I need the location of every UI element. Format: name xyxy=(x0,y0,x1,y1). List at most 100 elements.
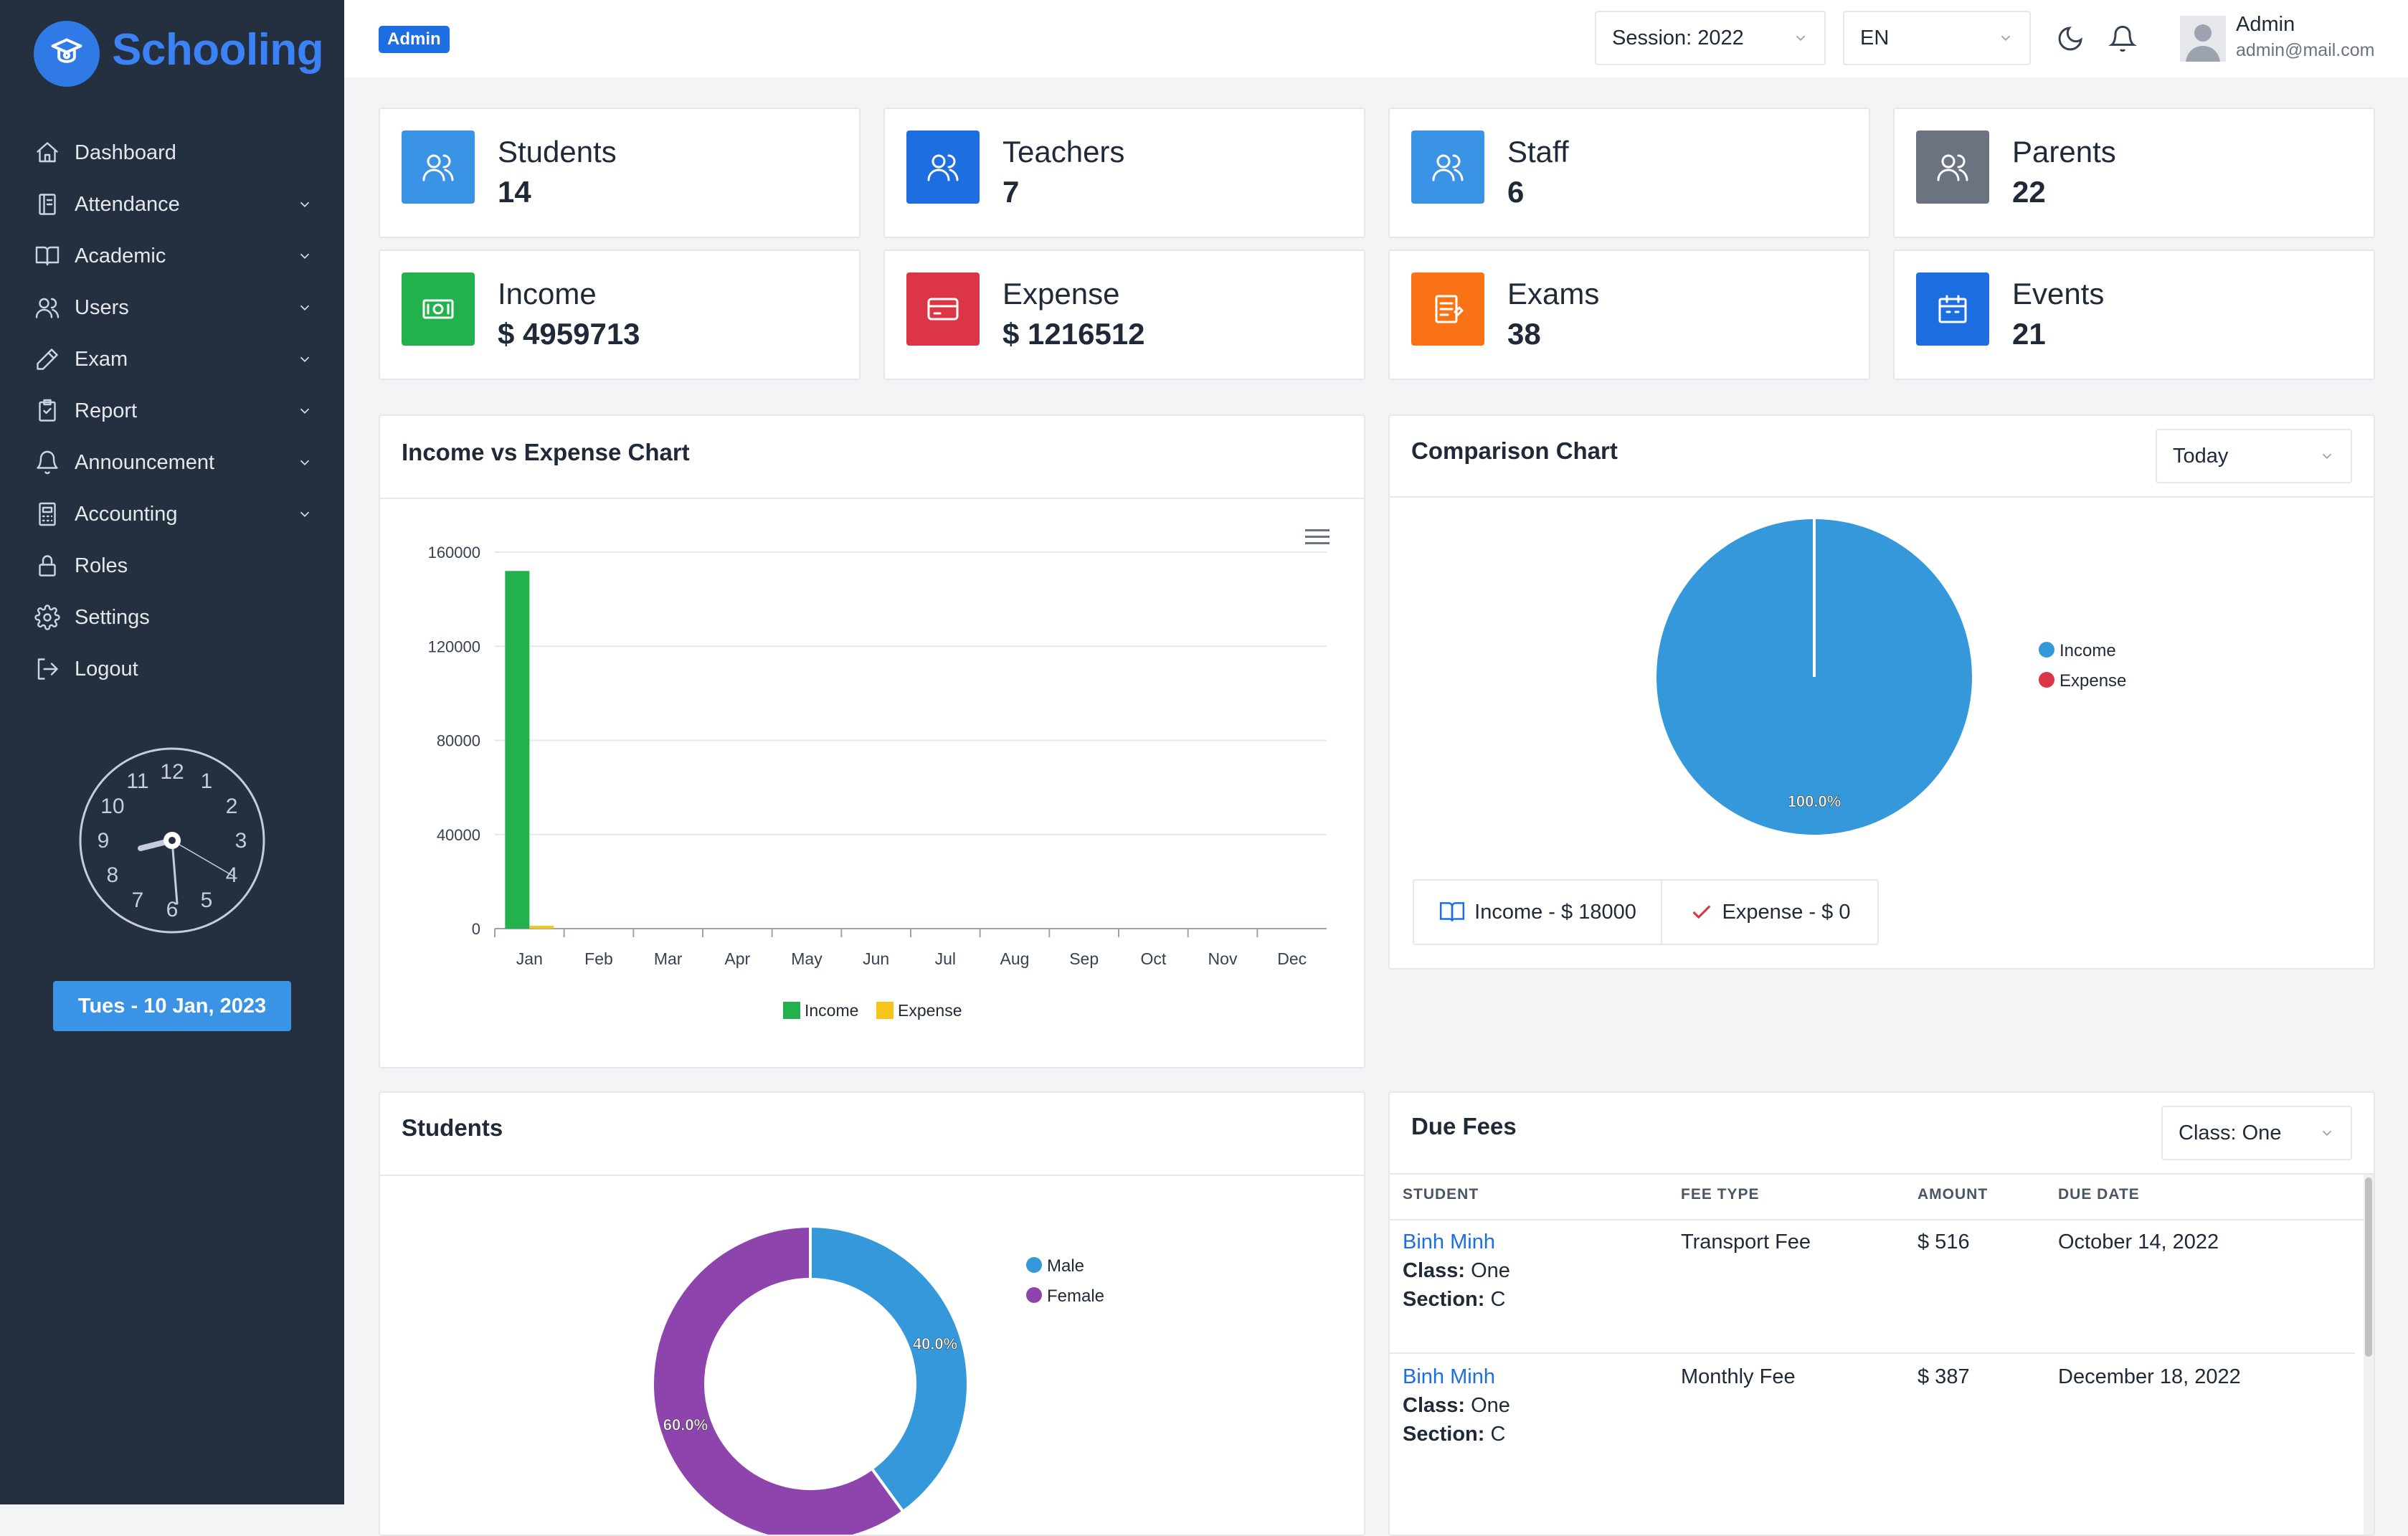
calculator-icon xyxy=(39,502,56,526)
topbar xyxy=(344,0,2408,77)
sidebar-item-users[interactable]: Users xyxy=(33,286,320,329)
avatar[interactable] xyxy=(2180,16,2226,62)
student-class: Class: One xyxy=(1403,1259,1510,1283)
legend-label[interactable]: Male xyxy=(1047,1256,1084,1276)
legend-label[interactable]: Expense xyxy=(2059,671,2126,691)
chevron-down-icon xyxy=(300,305,310,311)
stat-card-income[interactable]: Income $ 4959713 xyxy=(379,250,861,380)
legend-label[interactable]: Female xyxy=(1047,1286,1104,1306)
sidebar-item-label: Dashboard xyxy=(75,141,176,164)
stat-card-students[interactable]: Students 14 xyxy=(379,108,861,238)
bar-income-jan[interactable] xyxy=(505,571,530,929)
chevron-down-icon xyxy=(2322,1130,2332,1137)
x-tick-label: May xyxy=(791,949,823,968)
chevron-down-icon xyxy=(2322,453,2332,460)
user-name[interactable]: Admin xyxy=(2236,13,2295,36)
stat-card-parents[interactable]: Parents 22 xyxy=(1893,108,2375,238)
sidebar-item-dashboard[interactable]: Dashboard xyxy=(33,131,320,174)
chart-menu-icon[interactable] xyxy=(1305,528,1329,546)
sidebar-item-academic[interactable]: Academic xyxy=(33,234,320,278)
x-tick-label: Oct xyxy=(1140,949,1166,968)
income-total-button[interactable]: Income - $ 18000 xyxy=(1414,881,1662,944)
calendar-icon xyxy=(1938,295,1967,323)
sidebar-item-report[interactable]: Report xyxy=(33,389,320,432)
sidebar-item-logout[interactable]: Logout xyxy=(33,648,320,691)
period-select[interactable]: Today xyxy=(2156,429,2352,483)
sidebar-item-settings[interactable]: Settings xyxy=(33,596,320,639)
bell-icon-wrap xyxy=(33,448,62,477)
home-icon-wrap xyxy=(33,138,62,167)
clipboard-icon xyxy=(39,194,56,215)
student-name-link[interactable]: Binh Minh xyxy=(1403,1231,1495,1253)
sidebar-item-announcement[interactable]: Announcement xyxy=(33,441,320,484)
session-select[interactable]: Session: 2022 xyxy=(1595,11,1826,65)
stat-card-teachers[interactable]: Teachers 7 xyxy=(883,108,1365,238)
x-tick-label: Feb xyxy=(584,949,613,968)
language-select[interactable]: EN xyxy=(1843,11,2031,65)
stat-value: 14 xyxy=(498,175,531,209)
chevron-down-icon xyxy=(300,511,310,518)
bar-expense-jan[interactable] xyxy=(529,926,554,929)
stat-label: Parents xyxy=(2012,135,2116,169)
y-tick-label: 120000 xyxy=(428,637,480,655)
scrollbar-thumb[interactable] xyxy=(2365,1177,2372,1357)
y-tick-label: 80000 xyxy=(437,732,480,750)
stat-value: 6 xyxy=(1507,175,1525,209)
gear-icon-wrap xyxy=(33,603,62,632)
pencil-icon xyxy=(37,349,58,370)
logo[interactable] xyxy=(34,21,100,87)
panel-title: Comparison Chart xyxy=(1411,437,1618,464)
report-icon xyxy=(39,399,56,422)
home-icon xyxy=(37,142,58,163)
sidebar-item-label: Accounting xyxy=(75,502,178,526)
bell-icon[interactable] xyxy=(2108,24,2137,53)
column-header: DUE DATE xyxy=(2058,1186,2140,1203)
slice-label: 40.0% xyxy=(913,1334,957,1352)
clock-number: 3 xyxy=(235,829,247,853)
graduation-cap-icon xyxy=(51,38,82,63)
slice-male[interactable] xyxy=(809,1224,970,1514)
gear-icon xyxy=(34,605,60,630)
scrollbar[interactable] xyxy=(2364,1175,2374,1535)
y-tick-label: 160000 xyxy=(428,544,480,561)
book-icon xyxy=(35,246,60,266)
logout-icon-wrap xyxy=(33,655,62,683)
stat-card-expense[interactable]: Expense $ 1216512 xyxy=(883,250,1365,380)
table-row: Binh Minh Class: One Section: C Transport F… xyxy=(1390,1219,2355,1352)
clock-number: 11 xyxy=(126,769,148,793)
sidebar-item-accounting[interactable]: Accounting xyxy=(33,493,320,536)
moon-icon[interactable] xyxy=(2056,24,2085,53)
legend-label[interactable]: Income xyxy=(805,1001,858,1020)
sidebar-item-exam[interactable]: Exam xyxy=(33,338,320,381)
legend-label[interactable]: Income xyxy=(2059,641,2116,660)
income-expense-panel: Income vs Expense Chart 0 40000 80000 12000… xyxy=(379,414,1365,1068)
divider xyxy=(380,498,1364,499)
sidebar-item-roles[interactable]: Roles xyxy=(33,544,320,587)
sidebar-item-label: Announcement xyxy=(75,450,215,474)
stat-label: Events xyxy=(2012,277,2105,310)
lock-icon-wrap xyxy=(33,551,62,580)
sidebar-item-label: Academic xyxy=(75,244,166,267)
student-name-link[interactable]: Binh Minh xyxy=(1403,1365,1495,1388)
class-select[interactable]: Class: One xyxy=(2161,1106,2352,1160)
section-value: C xyxy=(1490,1423,1506,1446)
clock-number: 2 xyxy=(226,795,238,818)
x-tick-label: Jul xyxy=(935,949,956,968)
stat-card-exams[interactable]: Exams 38 xyxy=(1388,250,1870,380)
sidebar-item-attendance[interactable]: Attendance xyxy=(33,183,320,226)
table-row: Binh Minh Class: One Section: C Monthly Fee… xyxy=(1390,1352,2355,1486)
sidebar-item-label: Settings xyxy=(75,605,150,629)
current-date-button[interactable]: Tues - 10 Jan, 2023 xyxy=(53,981,291,1031)
clock-number: 10 xyxy=(100,795,124,818)
expense-total-button[interactable]: Expense - $ 0 xyxy=(1662,881,1877,944)
lock-icon xyxy=(39,555,56,577)
brand-name[interactable]: Schooling xyxy=(112,25,324,75)
stat-label: Staff xyxy=(1507,135,1569,169)
legend-label[interactable]: Expense xyxy=(898,1001,962,1020)
legend-marker xyxy=(2039,642,2054,658)
stat-card-events[interactable]: Events 21 xyxy=(1893,250,2375,380)
column-header: FEE TYPE xyxy=(1681,1186,1760,1203)
stat-card-staff[interactable]: Staff 6 xyxy=(1388,108,1870,238)
users-icon xyxy=(422,154,454,181)
bell-icon xyxy=(37,450,58,475)
